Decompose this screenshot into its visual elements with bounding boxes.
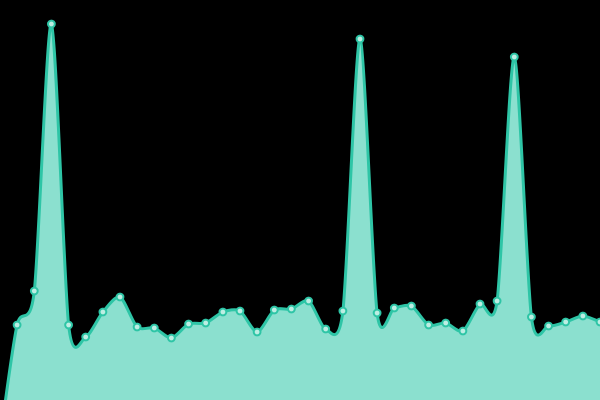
data-point-marker (167, 333, 176, 343)
data-point-marker (132, 322, 142, 332)
data-point-marker (492, 296, 502, 306)
data-point-marker (47, 19, 56, 29)
data-point-marker (372, 308, 382, 318)
data-point-marker (218, 307, 228, 317)
data-point-marker (29, 286, 39, 296)
data-point-marker (269, 305, 279, 315)
data-point-marker (424, 320, 434, 330)
data-point-marker (235, 306, 245, 316)
data-point-marker (321, 324, 331, 334)
data-point-marker (527, 312, 536, 322)
data-point-marker (561, 317, 571, 327)
data-point-marker (115, 292, 125, 302)
data-point-marker (578, 311, 588, 321)
data-point-marker (12, 320, 22, 330)
data-point-markers (12, 19, 600, 343)
data-point-marker (355, 34, 365, 44)
data-point-marker (407, 301, 416, 311)
data-point-marker (458, 326, 468, 336)
data-point-marker (64, 320, 73, 330)
data-point-marker (544, 321, 553, 331)
data-point-marker (287, 304, 296, 314)
data-point-marker (389, 303, 399, 313)
data-point-marker (475, 299, 485, 309)
data-point-marker (338, 306, 348, 316)
data-point-marker (252, 327, 262, 337)
data-point-marker (509, 52, 519, 62)
data-point-marker (98, 307, 108, 317)
area-fill-shape (0, 23, 600, 400)
data-point-marker (201, 318, 211, 328)
data-point-marker (304, 296, 314, 306)
data-point-marker (184, 319, 194, 329)
data-point-marker (441, 318, 451, 328)
data-point-marker (81, 332, 91, 342)
data-point-marker (595, 317, 600, 327)
data-point-marker (149, 323, 159, 333)
